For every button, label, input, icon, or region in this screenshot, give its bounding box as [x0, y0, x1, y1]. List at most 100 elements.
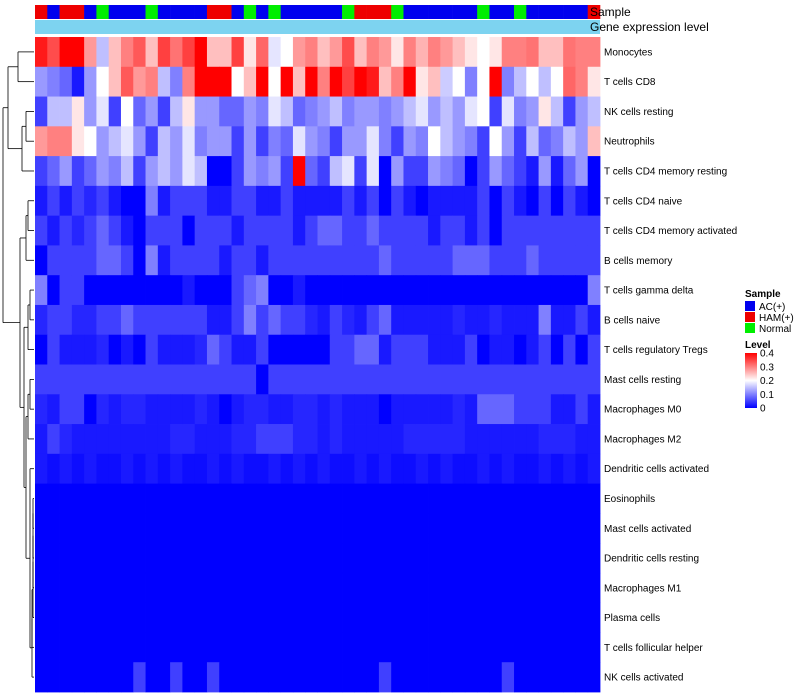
heatmap-cell: [563, 483, 576, 514]
heatmap-cell: [415, 245, 429, 276]
heatmap-cell: [120, 334, 134, 365]
heatmap-cell: [452, 96, 466, 127]
heatmap-cell: [145, 543, 159, 574]
heatmap-cell: [206, 275, 220, 306]
heatmap-cell: [464, 96, 478, 127]
heatmap-cell: [366, 304, 380, 336]
heatmap-cell: [84, 304, 97, 336]
heatmap-cell: [194, 156, 208, 187]
heatmap-cell: [563, 96, 576, 127]
heatmap-cell: [550, 334, 564, 365]
heatmap-cell: [59, 275, 73, 306]
heatmap-cell: [194, 572, 208, 604]
heatmap-cell: [366, 96, 380, 127]
heatmap-cell: [206, 66, 220, 97]
heatmap-cell: [428, 602, 441, 633]
heatmap-cell: [292, 215, 306, 246]
heatmap-cell: [366, 632, 380, 663]
heatmap-cell: [378, 185, 392, 217]
heatmap-cell: [170, 662, 183, 693]
heatmap-cell: [563, 334, 576, 365]
heatmap-cell: [206, 424, 220, 455]
heatmap-cell: [182, 483, 196, 514]
heatmap-cell: [292, 394, 306, 425]
heatmap-cell: [403, 156, 417, 187]
heatmap-cell: [35, 364, 48, 395]
heatmap-cell: [96, 66, 110, 97]
heatmap-cell: [305, 126, 318, 157]
heatmap-cell: [501, 334, 515, 365]
heatmap-cell: [489, 513, 503, 544]
heatmap-cell: [514, 632, 527, 663]
heatmap-cell: [514, 334, 527, 365]
heatmap-cell: [477, 364, 490, 395]
heatmap-cell: [170, 572, 183, 604]
heatmap-cell: [182, 364, 196, 395]
heatmap-cell: [59, 156, 73, 187]
heatmap-cell: [59, 662, 73, 693]
heatmap-cell: [182, 126, 196, 157]
heatmap-cell: [71, 66, 85, 97]
heatmap-cell: [587, 245, 601, 276]
legend-swatch-nor: [745, 323, 755, 333]
heatmap-cell: [305, 304, 318, 336]
heatmap-cell: [354, 245, 368, 276]
heatmap-cell: [84, 96, 97, 127]
heatmap-cell: [563, 662, 576, 693]
heatmap-cell: [243, 185, 257, 217]
heatmap-cell: [538, 602, 552, 633]
heatmap-cell: [268, 424, 282, 455]
heatmap-cell: [354, 632, 368, 663]
heatmap-cell: [133, 572, 146, 604]
heatmap-cell: [428, 543, 441, 574]
heatmap-cell: [342, 334, 355, 365]
heatmap-cell: [182, 543, 196, 574]
heatmap-cell: [403, 245, 417, 276]
heatmap-cell: [415, 334, 429, 365]
heatmap-cell: [108, 185, 122, 217]
heatmap-cell: [428, 662, 441, 693]
heatmap-cell: [403, 572, 417, 604]
heatmap-cell: [354, 37, 368, 68]
heatmap-cell: [108, 543, 122, 574]
heatmap-cell: [59, 513, 73, 544]
heatmap-cell: [563, 424, 576, 455]
heatmap-cell: [317, 662, 331, 693]
heatmap-cell: [464, 215, 478, 246]
heatmap-cell: [145, 483, 159, 514]
heatmap-cell: [538, 304, 552, 336]
heatmap-cell: [243, 66, 257, 97]
heatmap-cell: [440, 543, 454, 574]
heatmap-cell: [182, 245, 196, 276]
heatmap-cell: [157, 156, 171, 187]
heatmap-cell: [280, 156, 294, 187]
heatmap-cell: [243, 245, 257, 276]
heatmap-cell: [550, 304, 564, 336]
heatmap-cell: [145, 304, 159, 336]
heatmap-cell: [391, 156, 404, 187]
heatmap-cell: [477, 304, 490, 336]
heatmap-cell: [526, 543, 539, 574]
heatmap-cell: [108, 215, 122, 246]
heatmap-cell: [317, 275, 331, 306]
heatmap-cell: [256, 513, 269, 544]
legend-label-nor: Normal: [759, 324, 791, 335]
sample-cell-27: [366, 5, 380, 19]
heatmap-cell: [526, 602, 539, 633]
heatmap-cell: [96, 215, 110, 246]
heatmap-cell: [378, 66, 392, 97]
heatmap-cell: [305, 66, 318, 97]
heatmap-cell: [317, 424, 331, 455]
heatmap-cell: [366, 334, 380, 365]
heatmap-cell: [157, 424, 171, 455]
heatmap-cell: [415, 156, 429, 187]
heatmap-cell: [96, 156, 110, 187]
heatmap-cell: [157, 304, 171, 336]
heatmap-cell: [133, 334, 146, 365]
heatmap-cell: [514, 156, 527, 187]
heatmap-cell: [194, 304, 208, 336]
heatmap-cell: [305, 572, 318, 604]
heatmap-cell: [489, 662, 503, 693]
heatmap-cell: [84, 394, 97, 425]
heatmap-cell: [170, 156, 183, 187]
